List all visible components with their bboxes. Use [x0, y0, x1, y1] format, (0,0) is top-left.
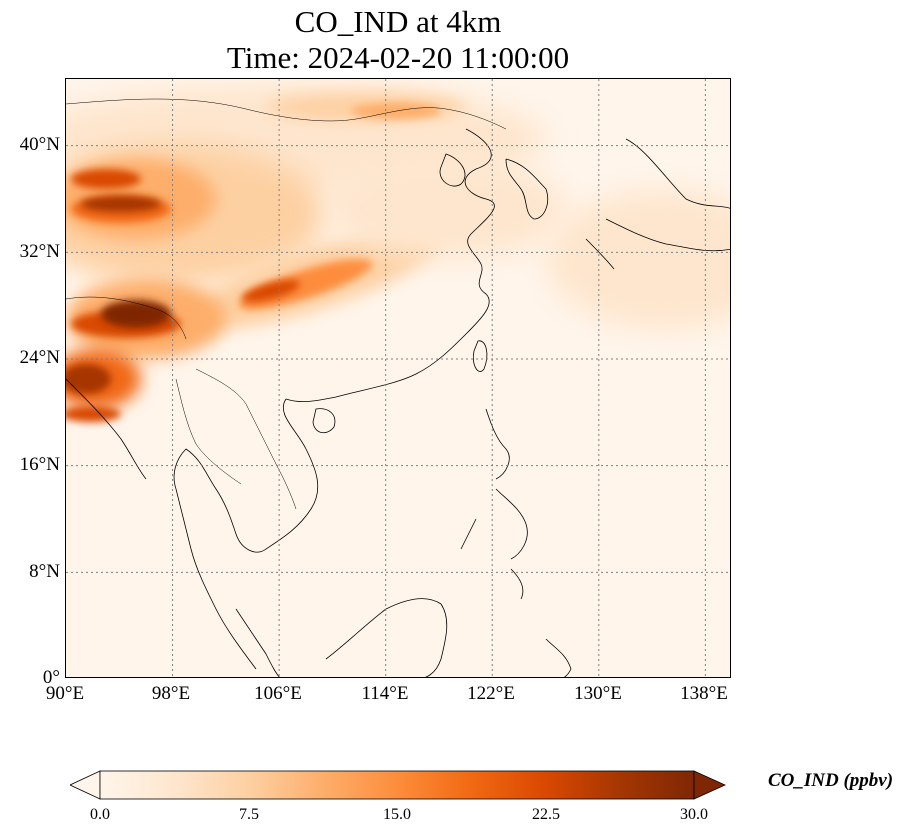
lat-tick-label: 40°N — [19, 134, 60, 155]
plume-japan — [546, 189, 730, 329]
lon-tick-label: 122°E — [467, 683, 515, 704]
colorbar-tick-label: 0.0 — [90, 806, 110, 823]
lon-tick-label: 90°E — [45, 683, 85, 704]
china-coast — [285, 128, 495, 403]
sulawesi — [545, 638, 572, 677]
map-canvas — [66, 79, 730, 677]
plume-sichuan-core — [241, 280, 301, 302]
colorbar-tick-label: 7.5 — [239, 806, 259, 823]
hainan — [312, 408, 336, 434]
india-china-border — [66, 296, 187, 340]
map-title: CO_IND at 4km — [294, 4, 502, 39]
colorbar-tick-label: 15.0 — [383, 806, 411, 823]
plume-myanmar-south — [66, 406, 121, 422]
plume-west-north — [71, 169, 141, 189]
borneo — [325, 598, 448, 677]
lon-tick-label: 98°E — [151, 683, 191, 704]
myanmar-coast — [66, 378, 147, 480]
plume-west-core — [81, 196, 161, 212]
lon-tick-label: 114°E — [361, 683, 409, 704]
colorbar-label: CO_IND (ppbv) — [768, 770, 894, 791]
colorbar-tick-label: 22.5 — [532, 806, 560, 823]
lon-tick-label: 106°E — [254, 683, 302, 704]
philippines — [460, 408, 528, 600]
lon-tick-label: 130°E — [574, 683, 622, 704]
colorbar-extend-max — [693, 770, 726, 800]
borders — [66, 98, 507, 510]
mongolia-border — [66, 98, 507, 130]
plume-myanmar-core — [66, 364, 111, 394]
korea — [505, 158, 549, 220]
thailand-border — [175, 378, 242, 485]
plume-north-china — [326, 159, 566, 259]
taiwan — [472, 340, 488, 372]
map-plot-area[interactable] — [65, 78, 731, 678]
lat-tick-label: 16°N — [19, 454, 60, 475]
lat-tick-label: 24°N — [19, 347, 60, 368]
laos-vietnam-border — [195, 368, 297, 510]
japan — [585, 138, 730, 270]
lat-tick-label: 0° — [42, 667, 60, 688]
lon-tick-label: 138°E — [680, 683, 728, 704]
coastlines — [66, 128, 730, 677]
colorbar-extend-min — [70, 770, 101, 800]
colorbar-tick-label: 30.0 — [680, 806, 708, 823]
plume-himalaya-core — [101, 300, 171, 328]
lat-tick-label: 8°N — [29, 561, 60, 582]
concentration-field — [66, 84, 730, 422]
gridlines — [66, 79, 730, 677]
lat-tick-label: 32°N — [19, 241, 60, 262]
colorbar-gradient — [99, 770, 695, 800]
colorbar — [70, 770, 726, 800]
indochina-coast — [173, 398, 319, 670]
bohai-coast — [439, 153, 466, 187]
map-subtitle-time: Time: 2024-02-20 11:00:00 — [226, 40, 570, 75]
sumatra-malaya — [235, 608, 280, 677]
